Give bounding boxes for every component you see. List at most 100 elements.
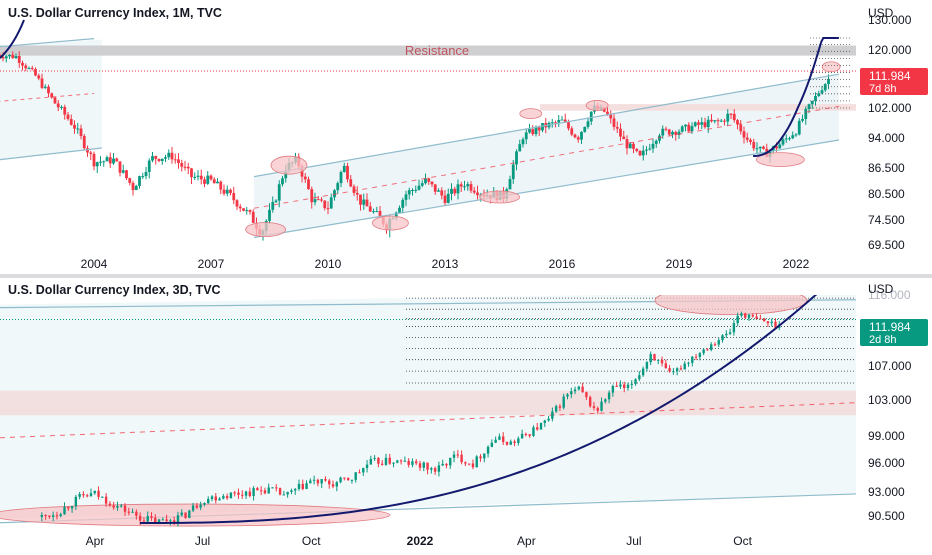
3d-candle <box>623 384 626 389</box>
monthly-candle <box>664 128 668 130</box>
monthly-candle <box>466 184 470 187</box>
3d-candle <box>528 434 531 436</box>
monthly-candle <box>742 131 746 138</box>
3d-candle <box>195 505 199 508</box>
monthly-candle <box>365 199 369 207</box>
3d-candle <box>203 503 206 505</box>
monthly-panel[interactable]: 2004 2007 2010 2013 2016 2019 2022 130.000 120.0… <box>0 13 912 271</box>
monthly-candle <box>446 193 450 203</box>
3d-candle <box>566 394 569 397</box>
monthly-candle <box>251 211 255 223</box>
3d-candle <box>471 463 475 468</box>
3d-candle <box>649 354 652 363</box>
rising-channel-top <box>253 73 840 178</box>
monthly-candle <box>284 170 288 179</box>
monthly-candle <box>674 131 678 135</box>
monthly-candle <box>693 122 697 127</box>
monthly-candle <box>810 100 814 105</box>
monthly-candle <box>167 152 171 158</box>
monthly-candle <box>1 56 5 59</box>
3d-candle <box>577 386 581 390</box>
monthly-candle <box>37 75 41 79</box>
monthly-candle <box>641 150 645 156</box>
3d-candle <box>392 462 395 464</box>
monthly-candle <box>716 120 720 122</box>
3d-candle <box>562 396 565 408</box>
3d-candle <box>191 505 195 511</box>
3d-candle <box>320 479 323 484</box>
three-day-plot-area[interactable] <box>0 260 856 527</box>
monthly-candle <box>677 131 681 135</box>
three-day-panel[interactable]: Apr Jul Oct 2022 Apr Jul Oct 116.000 107.000 103.… <box>0 260 912 548</box>
monthly-candle <box>271 202 275 210</box>
3d-candle <box>225 496 229 499</box>
monthly-candle <box>424 178 427 184</box>
3d-candle <box>615 385 618 387</box>
monthly-candle <box>563 119 567 123</box>
3d-candle <box>517 438 520 443</box>
monthly-candle <box>268 209 271 221</box>
monthly-candle <box>453 188 457 194</box>
monthly-candle <box>24 65 28 69</box>
monthly-candle <box>645 149 648 151</box>
3d-candle <box>513 441 516 443</box>
3d-candle <box>384 457 388 465</box>
pivot-highlight-ellipse <box>519 108 543 120</box>
3d-candle <box>415 461 418 464</box>
3d-candle <box>721 335 724 341</box>
monthly-candle <box>0 54 2 57</box>
x-axis-tick-label: 2013 <box>432 257 459 271</box>
3d-candle <box>653 354 656 361</box>
3d-candle <box>570 391 573 395</box>
monthly-candle <box>368 206 372 212</box>
3d-candle <box>282 494 286 496</box>
3d-candle <box>396 460 399 463</box>
monthly-candle <box>450 188 453 194</box>
3d-candle <box>233 492 236 494</box>
monthly-candle <box>229 189 232 194</box>
monthly-candle <box>17 56 21 63</box>
monthly-candle <box>53 97 57 104</box>
monthly-candle <box>606 111 609 115</box>
x-axis-tick-label: Jul <box>195 534 210 548</box>
monthly-candle <box>248 210 252 212</box>
3d-candle <box>86 495 89 497</box>
monthly-candle <box>456 184 460 194</box>
monthly-candle <box>27 68 31 70</box>
monthly-candle <box>66 114 70 120</box>
accumulation-zone-ellipse <box>0 503 391 527</box>
pivot-highlight-ellipse <box>245 222 287 237</box>
3d-candle <box>104 496 108 504</box>
y-axis-tick-label: 96.000 <box>868 456 905 470</box>
3d-candle <box>67 507 70 509</box>
monthly-candle <box>619 128 622 137</box>
monthly-candle <box>40 78 44 88</box>
monthly-candle <box>82 135 86 149</box>
monthly-candle <box>242 208 245 211</box>
3d-candle <box>369 458 373 465</box>
monthly-candle <box>86 148 89 153</box>
monthly-plot-area[interactable] <box>0 19 856 241</box>
parabolic-curve-3d <box>139 295 818 524</box>
monthly-candle <box>95 162 99 167</box>
3d-candle <box>290 490 293 492</box>
3d-candle <box>237 492 240 495</box>
3d-candle <box>464 462 467 464</box>
monthly-candle <box>420 183 424 186</box>
3d-candle <box>70 506 74 509</box>
monthly-candle <box>554 122 557 124</box>
panel-separator[interactable] <box>0 274 932 278</box>
3d-candle <box>335 482 338 487</box>
monthly-candle <box>199 175 203 180</box>
3d-candle <box>747 315 751 318</box>
3d-candle <box>520 433 524 439</box>
monthly-candle <box>316 199 320 201</box>
3d-candle <box>456 454 460 456</box>
monthly-candle <box>274 200 278 203</box>
monthly-candle <box>784 138 788 140</box>
monthly-candle <box>336 183 340 191</box>
3d-candle <box>532 427 535 436</box>
3d-candle <box>93 490 96 494</box>
early-channel-bottom <box>0 147 102 161</box>
